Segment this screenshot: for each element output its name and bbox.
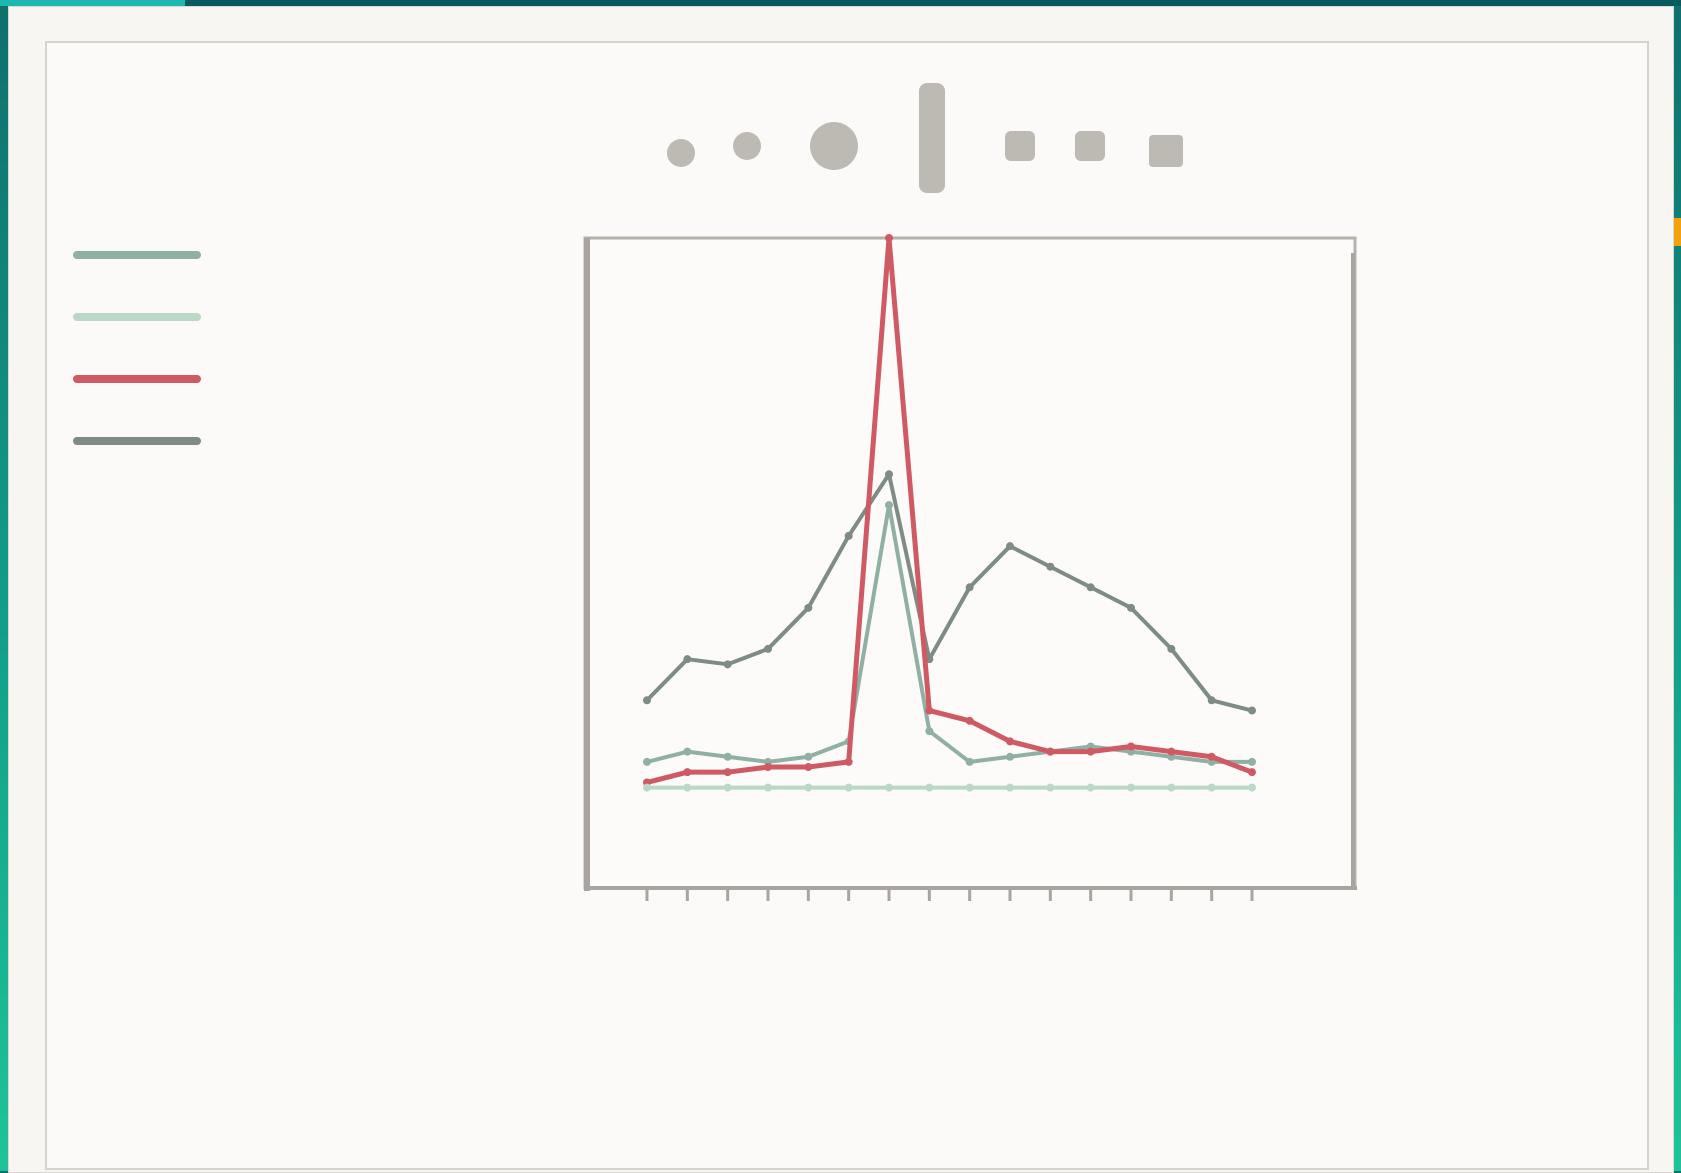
series-3-point	[1127, 742, 1135, 751]
series-1-point	[683, 655, 692, 664]
series-2-point	[1248, 757, 1256, 766]
figure-window	[8, 6, 1674, 1173]
series-3-point	[764, 763, 772, 772]
series-1-point	[885, 470, 893, 479]
series-3-point	[1006, 737, 1014, 746]
series-4-point	[683, 783, 692, 792]
forward-icon[interactable]	[810, 122, 858, 170]
series-4-point	[1127, 783, 1135, 792]
series-3-point	[925, 706, 934, 715]
series-2-point	[804, 752, 813, 761]
series-3-point	[1086, 747, 1095, 756]
plot-area	[583, 234, 1357, 901]
home-icon[interactable]	[667, 139, 695, 167]
series-4-point	[723, 783, 732, 792]
series-layer	[643, 234, 1256, 792]
series-1-point	[1046, 562, 1055, 571]
series-4-point	[965, 783, 974, 792]
series-line-3	[646, 235, 1253, 785]
chart	[73, 83, 1357, 901]
series-1-point	[643, 696, 651, 705]
series-3-point	[804, 763, 813, 772]
plot-frame	[583, 236, 1357, 890]
zoom-icon[interactable]	[1005, 131, 1035, 161]
series-3-point	[723, 768, 732, 777]
series-4-point	[1167, 783, 1176, 792]
series-4-point	[1006, 783, 1014, 792]
series-3-point	[965, 716, 974, 725]
back-icon[interactable]	[733, 132, 761, 160]
series-line-1	[645, 472, 1253, 713]
series-4-point	[1086, 783, 1095, 792]
series-1-point	[1086, 583, 1095, 592]
series-4-point	[844, 783, 853, 792]
series-1-point	[764, 644, 772, 653]
series-2-point	[1006, 752, 1014, 761]
series-line-2	[646, 503, 1252, 764]
series-3-point	[1207, 752, 1216, 761]
series-2-point	[723, 752, 732, 761]
legend	[73, 251, 201, 445]
top-accent-highlight	[0, 0, 185, 6]
series-3-point	[683, 768, 692, 777]
series-1-point	[1127, 603, 1135, 612]
series-4-point	[1046, 783, 1055, 792]
series-3-point	[1046, 747, 1055, 756]
series-3-point	[1167, 747, 1176, 756]
series-4-point	[764, 783, 772, 792]
series-1-point	[804, 603, 813, 612]
series-2-point	[683, 747, 692, 756]
series-1-point	[1207, 696, 1216, 705]
series-4-point	[804, 783, 813, 792]
series-4-point	[1248, 783, 1256, 792]
series-2-point	[925, 727, 934, 736]
configure-icon[interactable]	[1075, 131, 1105, 161]
save-icon[interactable]	[1149, 135, 1183, 167]
x-axis-ticks	[645, 888, 1254, 901]
series-1-point	[723, 660, 732, 669]
series-1-point	[844, 531, 853, 540]
series-4-point	[1207, 783, 1216, 792]
top-accent-bar	[0, 0, 1681, 6]
series-1-point	[1248, 706, 1256, 715]
series-1-point	[1006, 542, 1014, 551]
toolbar	[667, 83, 1183, 193]
figure-panel	[45, 41, 1649, 1170]
series-1-point	[1167, 644, 1176, 653]
series-1-point	[965, 583, 974, 592]
edge-marker	[1672, 218, 1681, 246]
series-3-point	[844, 757, 853, 766]
pan-icon[interactable]	[919, 83, 945, 193]
series-4-point	[885, 783, 893, 792]
series-4-point	[925, 783, 934, 792]
series-2-point	[965, 757, 974, 766]
series-3-point	[885, 234, 893, 242]
series-2-point	[643, 757, 651, 766]
series-2-point	[885, 501, 893, 510]
series-4-point	[643, 783, 651, 792]
series-3-point	[1248, 768, 1256, 777]
